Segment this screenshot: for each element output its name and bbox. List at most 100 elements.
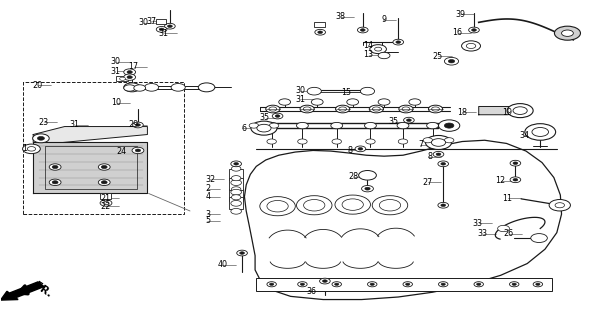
Text: 39: 39: [455, 10, 465, 19]
Circle shape: [231, 176, 241, 181]
Circle shape: [300, 283, 305, 285]
Circle shape: [133, 122, 144, 128]
Circle shape: [127, 71, 132, 74]
Circle shape: [249, 123, 259, 128]
Circle shape: [296, 196, 332, 215]
Circle shape: [52, 165, 58, 169]
Circle shape: [49, 164, 61, 170]
Circle shape: [444, 138, 454, 143]
Circle shape: [407, 119, 412, 122]
Circle shape: [234, 163, 238, 165]
Circle shape: [448, 60, 455, 63]
Circle shape: [358, 27, 368, 33]
Text: 33: 33: [473, 219, 483, 228]
Text: 3: 3: [206, 210, 211, 219]
Text: 30: 30: [139, 19, 149, 28]
Circle shape: [372, 196, 408, 215]
Text: 22: 22: [100, 202, 110, 211]
Circle shape: [269, 123, 279, 128]
Circle shape: [397, 123, 409, 129]
Circle shape: [331, 123, 343, 129]
Circle shape: [507, 104, 533, 118]
Circle shape: [127, 76, 132, 79]
Circle shape: [231, 208, 241, 214]
Circle shape: [431, 139, 445, 146]
Circle shape: [103, 201, 109, 204]
Text: 35: 35: [260, 114, 270, 123]
Circle shape: [531, 234, 547, 243]
Text: 16: 16: [452, 28, 462, 37]
Text: 2: 2: [206, 184, 211, 193]
Polygon shape: [33, 126, 148, 142]
Text: 11: 11: [502, 194, 512, 203]
Circle shape: [436, 153, 441, 156]
Circle shape: [510, 177, 521, 183]
Circle shape: [267, 282, 276, 287]
Bar: [23, 82, 184, 214]
Circle shape: [304, 199, 325, 211]
Circle shape: [307, 87, 321, 95]
Text: 25: 25: [432, 52, 442, 60]
Circle shape: [438, 202, 448, 208]
Circle shape: [267, 200, 288, 212]
Circle shape: [231, 195, 241, 200]
Circle shape: [98, 179, 110, 186]
Circle shape: [433, 151, 444, 157]
Circle shape: [403, 282, 413, 287]
Text: 20: 20: [32, 81, 42, 90]
Circle shape: [509, 282, 519, 287]
Text: 1: 1: [23, 144, 27, 153]
Circle shape: [269, 107, 277, 111]
Circle shape: [358, 148, 363, 150]
Circle shape: [361, 87, 375, 95]
Circle shape: [468, 27, 479, 33]
Circle shape: [315, 29, 326, 35]
Text: 14: 14: [363, 41, 373, 51]
Circle shape: [355, 146, 366, 152]
Circle shape: [266, 123, 278, 129]
Circle shape: [375, 47, 382, 51]
Text: 33: 33: [477, 229, 487, 238]
Circle shape: [267, 139, 276, 144]
Circle shape: [49, 179, 61, 186]
Circle shape: [372, 107, 380, 111]
Circle shape: [159, 28, 164, 31]
Text: 13: 13: [363, 50, 373, 59]
Circle shape: [132, 147, 144, 154]
Text: 6: 6: [241, 124, 246, 132]
Circle shape: [396, 41, 401, 44]
Circle shape: [380, 199, 401, 211]
FancyBboxPatch shape: [156, 19, 167, 24]
Circle shape: [525, 124, 556, 140]
Circle shape: [145, 84, 159, 91]
Text: 12: 12: [495, 176, 505, 185]
Circle shape: [136, 124, 141, 126]
Text: 27: 27: [422, 178, 432, 187]
Circle shape: [549, 199, 570, 211]
FancyBboxPatch shape: [100, 194, 111, 199]
Circle shape: [334, 283, 339, 285]
Circle shape: [101, 181, 107, 184]
Circle shape: [124, 74, 136, 80]
Circle shape: [471, 29, 476, 31]
Circle shape: [423, 138, 432, 143]
Text: 40: 40: [217, 260, 227, 269]
Bar: [256, 278, 552, 291]
Circle shape: [426, 123, 438, 129]
Circle shape: [474, 282, 483, 287]
Circle shape: [279, 99, 291, 105]
Circle shape: [370, 283, 374, 285]
Circle shape: [428, 139, 437, 144]
Text: 31: 31: [111, 67, 121, 76]
Circle shape: [562, 30, 573, 36]
Circle shape: [336, 105, 350, 113]
Circle shape: [461, 41, 480, 51]
Circle shape: [100, 200, 112, 206]
Polygon shape: [479, 107, 511, 115]
Bar: [229, 197, 243, 209]
Circle shape: [361, 29, 365, 31]
Circle shape: [270, 283, 274, 285]
Circle shape: [318, 31, 323, 34]
Text: 35: 35: [389, 117, 399, 126]
Text: FR.: FR.: [31, 280, 53, 300]
